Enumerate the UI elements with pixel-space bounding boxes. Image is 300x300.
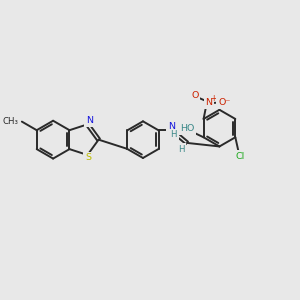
Text: O⁻: O⁻ <box>218 98 230 107</box>
Text: HO: HO <box>180 124 194 133</box>
Text: N: N <box>206 98 212 107</box>
Text: +: + <box>210 94 216 103</box>
Text: N: N <box>168 122 175 131</box>
Text: S: S <box>85 153 91 162</box>
Text: Cl: Cl <box>235 152 244 161</box>
Text: H: H <box>178 145 184 154</box>
Text: CH₃: CH₃ <box>2 117 18 126</box>
Text: H: H <box>170 130 177 140</box>
Text: O: O <box>191 91 198 100</box>
Text: N: N <box>86 116 93 125</box>
